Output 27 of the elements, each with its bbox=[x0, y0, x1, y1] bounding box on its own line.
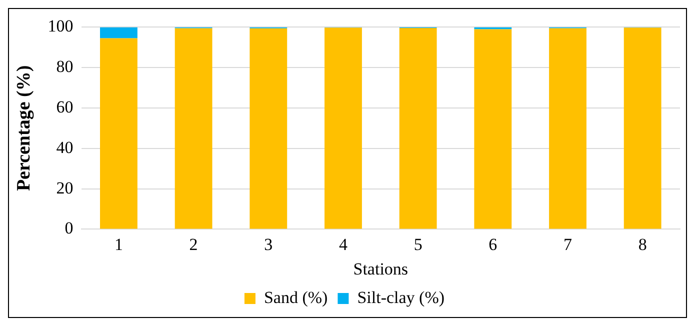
legend-label: Sand (%) bbox=[264, 288, 328, 307]
x-axis-title: Stations bbox=[353, 259, 408, 278]
y-axis-title: Percentage (%) bbox=[13, 65, 34, 192]
x-tick-label: 7 bbox=[563, 234, 572, 254]
bar bbox=[399, 28, 437, 229]
bar bbox=[324, 28, 362, 229]
bar bbox=[100, 38, 138, 229]
x-tick-label: 4 bbox=[338, 234, 348, 254]
x-tick-label: 8 bbox=[638, 234, 647, 254]
bar bbox=[100, 27, 138, 38]
y-tick-label: 60 bbox=[56, 97, 74, 116]
bar bbox=[624, 28, 662, 229]
bar bbox=[174, 28, 212, 229]
y-tick-label: 100 bbox=[48, 16, 74, 36]
y-tick-label: 80 bbox=[56, 57, 74, 76]
x-tick-label: 2 bbox=[189, 234, 198, 254]
y-tick-label: 0 bbox=[64, 218, 74, 238]
y-tick-label: 40 bbox=[56, 138, 74, 157]
y-tick-label: 20 bbox=[56, 178, 74, 198]
bar bbox=[549, 28, 586, 229]
x-tick-label: 5 bbox=[414, 234, 422, 254]
bar bbox=[250, 28, 288, 229]
legend-label: Silt-clay (%) bbox=[357, 288, 445, 307]
x-tick-label: 6 bbox=[488, 234, 498, 254]
bar bbox=[474, 29, 512, 229]
x-tick-label: 3 bbox=[264, 234, 273, 254]
x-tick-label: 1 bbox=[114, 234, 123, 254]
